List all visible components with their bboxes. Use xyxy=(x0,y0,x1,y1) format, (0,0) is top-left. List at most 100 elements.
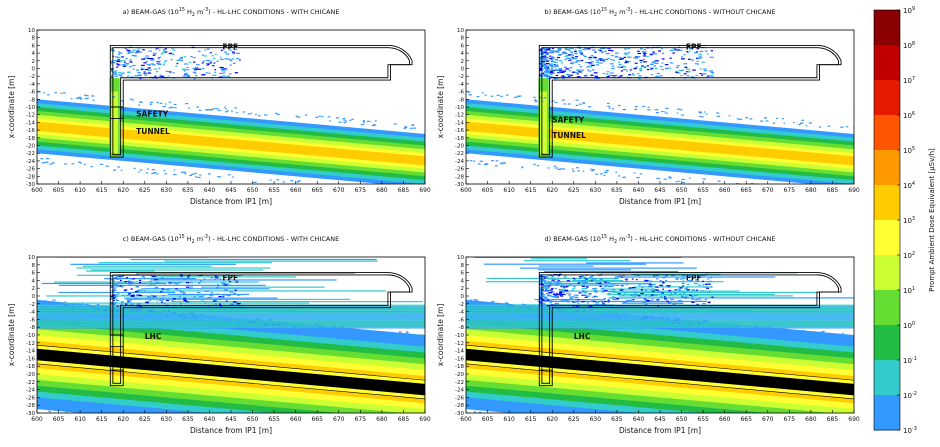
region-label-safety: SAFETY xyxy=(136,110,169,119)
dose-speckle xyxy=(681,114,684,115)
dose-speckle xyxy=(698,321,700,322)
dose-speckle xyxy=(482,92,484,93)
dose-speckle xyxy=(122,64,126,65)
dose-speckle xyxy=(203,61,205,62)
dose-speckle xyxy=(584,310,586,311)
dose-speckle xyxy=(409,196,412,197)
dose-speckle xyxy=(501,163,503,164)
dose-streak xyxy=(551,253,601,254)
dose-speckle xyxy=(216,61,219,62)
dose-speckle xyxy=(123,60,126,61)
dose-speckle xyxy=(215,303,217,304)
dose-speckle xyxy=(141,65,145,66)
dose-speckle xyxy=(132,308,135,309)
dose-speckle xyxy=(118,72,121,73)
y-tick-label: -30 xyxy=(26,182,35,188)
dose-speckle xyxy=(282,432,284,433)
dose-speckle xyxy=(540,58,544,59)
x-tick-label: 600 xyxy=(460,187,472,194)
dose-speckle xyxy=(151,416,153,417)
dose-streak xyxy=(546,255,683,256)
dose-speckle xyxy=(547,167,549,168)
dose-speckle xyxy=(659,280,661,281)
dose-speckle xyxy=(66,411,68,412)
dose-speckle xyxy=(545,298,549,299)
dose-speckle xyxy=(589,277,593,278)
dose-speckle xyxy=(565,56,568,57)
panel-title: b) BEAM-GAS (1015 H2 m-3) - HL-LHC CONDI… xyxy=(545,7,776,18)
dose-speckle xyxy=(222,76,226,77)
dose-speckle xyxy=(572,313,575,314)
dose-streak xyxy=(151,279,337,280)
dose-speckle xyxy=(668,67,671,68)
dose-speckle xyxy=(72,306,74,307)
dose-speckle xyxy=(507,305,510,306)
dose-speckle xyxy=(569,296,573,297)
dose-speckle xyxy=(639,318,642,319)
dose-speckle xyxy=(253,182,256,183)
dose-speckle xyxy=(546,61,549,62)
dose-speckle xyxy=(125,304,127,305)
dose-speckle xyxy=(60,408,62,409)
dose-speckle xyxy=(474,299,476,300)
dose-speckle xyxy=(589,63,593,64)
dose-speckle xyxy=(576,70,580,71)
dose-speckle xyxy=(129,300,132,301)
dose-speckle xyxy=(543,68,546,69)
dose-speckle xyxy=(548,279,550,280)
dose-speckle xyxy=(588,58,591,59)
dose-speckle xyxy=(94,414,97,415)
dose-speckle xyxy=(161,76,165,77)
dose-speckle xyxy=(776,118,778,119)
dose-speckle xyxy=(675,303,678,304)
dose-speckle xyxy=(785,332,788,333)
dose-speckle xyxy=(708,292,710,293)
dose-speckle xyxy=(681,56,683,57)
dose-speckle xyxy=(419,335,421,336)
dose-speckle xyxy=(562,285,564,286)
dose-speckle xyxy=(711,325,714,326)
dose-speckle xyxy=(542,309,544,310)
dose-speckle xyxy=(813,332,815,333)
dose-speckle xyxy=(681,278,685,279)
dose-speckle xyxy=(134,75,137,76)
dose-speckle xyxy=(784,327,787,328)
x-axis-label: Distance from IP1 [m] xyxy=(619,197,701,206)
dose-speckle xyxy=(621,285,624,286)
dose-speckle xyxy=(604,286,607,287)
dose-speckle xyxy=(673,292,675,293)
dose-speckle xyxy=(340,184,342,185)
colorbar-segment xyxy=(874,115,900,151)
dose-speckle xyxy=(681,295,683,296)
dose-speckle xyxy=(849,196,851,197)
y-tick-label: -24 xyxy=(455,159,464,165)
x-tick-label: 660 xyxy=(290,187,302,194)
dose-speckle xyxy=(316,323,319,324)
dose-speckle xyxy=(293,326,296,327)
region-label-fpf: FPF xyxy=(686,42,702,51)
dose-speckle xyxy=(702,303,705,304)
dose-speckle xyxy=(708,284,711,285)
dose-speckle xyxy=(214,72,216,73)
dose-speckle xyxy=(589,57,592,58)
dose-streak xyxy=(141,251,220,252)
dose-speckle xyxy=(559,283,561,284)
dose-speckle xyxy=(569,293,572,294)
dose-speckle xyxy=(773,330,776,331)
x-tick-label: 600 xyxy=(31,416,43,423)
dose-speckle xyxy=(390,333,393,334)
dose-speckle xyxy=(555,167,558,168)
region-label-tunnel: TUNNEL xyxy=(552,131,586,140)
dose-speckle xyxy=(162,106,165,107)
dose-speckle xyxy=(207,297,211,298)
dose-speckle xyxy=(489,410,492,411)
dose-speckle xyxy=(680,278,682,279)
dose-speckle xyxy=(577,73,579,74)
dose-speckle xyxy=(545,307,548,308)
y-tick-label: -28 xyxy=(26,403,35,409)
dose-speckle xyxy=(359,439,361,440)
dose-speckle xyxy=(151,311,153,312)
dose-speckle xyxy=(651,74,653,75)
dose-speckle xyxy=(402,195,404,196)
